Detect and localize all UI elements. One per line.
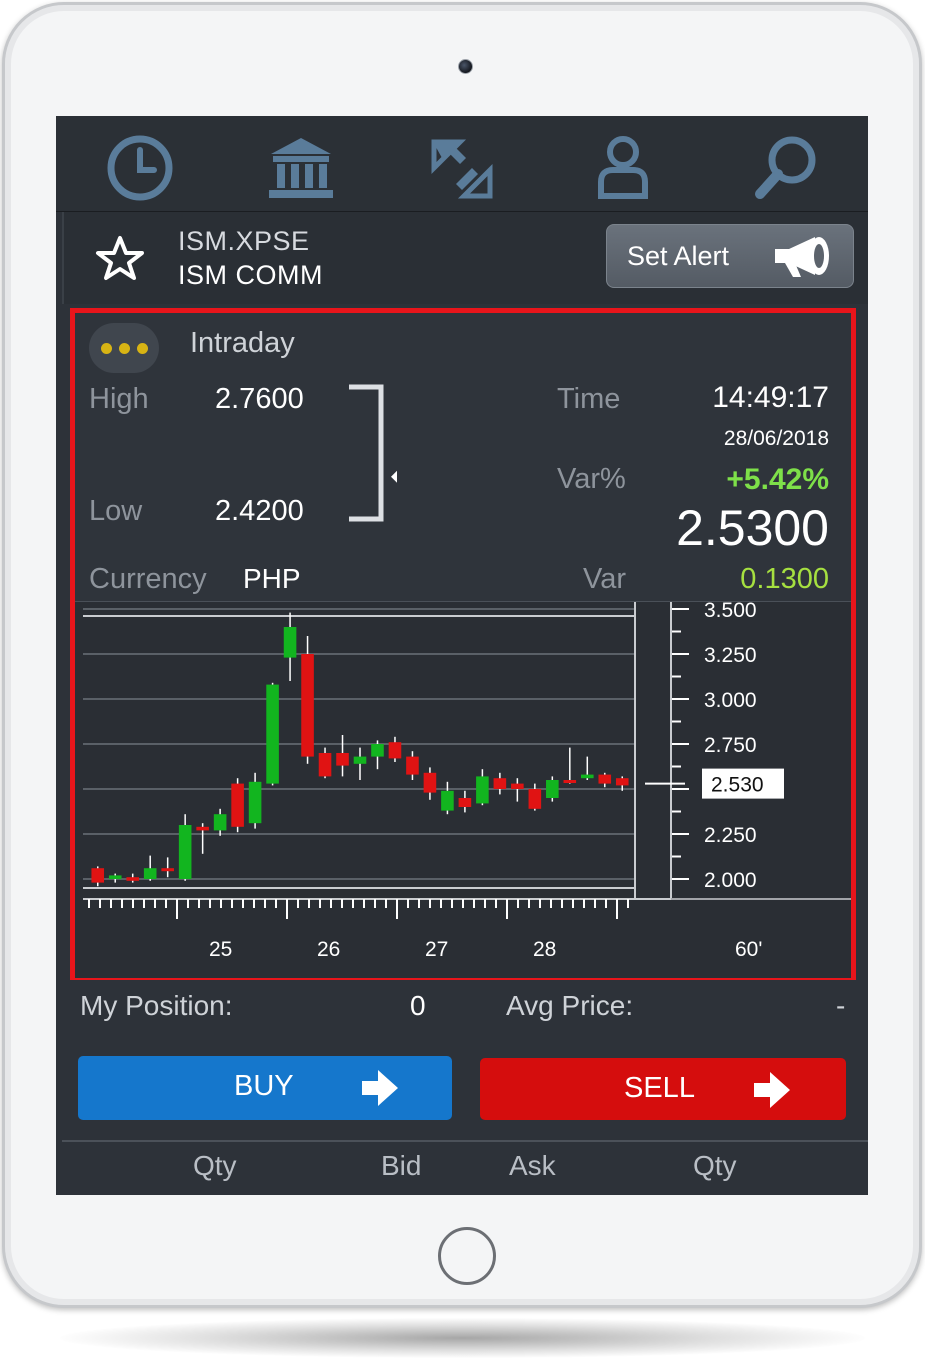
time-value: 14:49:17 xyxy=(712,381,829,414)
y-tick-label: 3.500 xyxy=(704,602,757,622)
candle-down xyxy=(388,742,402,759)
camera-icon xyxy=(458,59,473,74)
candle-up xyxy=(108,875,122,879)
arrow-right-icon xyxy=(754,1072,790,1108)
quote-panel: Intraday High 2.7600 Low 2.4200 Time 14:… xyxy=(70,308,856,980)
dot-icon xyxy=(100,342,112,354)
candle-down xyxy=(615,778,629,786)
y-tick-label: 3.000 xyxy=(704,689,757,712)
avg-price-value: - xyxy=(836,990,846,1021)
x-tick-label: 25 xyxy=(209,938,232,961)
y-tick-label: 2.000 xyxy=(704,869,757,892)
candle-down xyxy=(336,753,349,766)
app-screen: ISM.XPSE ISM COMM Set Alert Intraday Hig… xyxy=(56,116,868,1195)
candle-up xyxy=(476,776,489,804)
y-tick-label: 3.250 xyxy=(704,644,757,667)
candle-down xyxy=(458,798,472,807)
candle-up xyxy=(546,780,559,798)
megaphone-icon xyxy=(775,237,829,277)
candle-down xyxy=(126,877,140,881)
dot-icon xyxy=(136,342,148,354)
search-icon[interactable] xyxy=(746,128,826,208)
candle-down xyxy=(598,774,612,784)
instrument-header: ISM.XPSE ISM COMM Set Alert xyxy=(62,212,868,304)
high-value: 2.7600 xyxy=(215,383,304,415)
last-price-label: 2.530 xyxy=(711,774,764,797)
time-label: Time xyxy=(557,383,621,415)
date-value: 28/06/2018 xyxy=(723,427,829,450)
candle-down xyxy=(563,780,577,783)
home-button[interactable] xyxy=(438,1227,496,1285)
candle-up xyxy=(248,781,262,824)
var-percent-value: +5.42% xyxy=(726,463,829,496)
candle-down xyxy=(91,868,105,883)
candlestick-chart: 3.500 3.250 3.000 2.750 2.250 2.000 2.530 25 26 2… xyxy=(83,602,851,961)
currency-value: PHP xyxy=(243,563,301,594)
y-tick-label: 2.750 xyxy=(704,734,757,757)
device-shadow xyxy=(60,1318,865,1358)
buy-button[interactable]: BUY xyxy=(78,1056,452,1120)
candle-up xyxy=(283,627,297,658)
candle-down xyxy=(511,783,524,789)
candle-up xyxy=(371,744,384,757)
candle-up xyxy=(143,868,157,879)
candle-down xyxy=(318,753,332,777)
ask-header: Ask xyxy=(509,1150,556,1181)
arrow-right-icon xyxy=(362,1070,398,1106)
interval-label: 60' xyxy=(735,938,762,961)
instrument-code: ISM.XPSE xyxy=(178,226,310,256)
last-price-value: 2.5300 xyxy=(676,500,829,556)
candle-up xyxy=(441,790,454,811)
avg-price-label: Avg Price: xyxy=(506,990,634,1021)
candle-up xyxy=(353,756,367,764)
candle-down xyxy=(528,789,542,809)
low-label: Low xyxy=(89,495,143,527)
user-icon[interactable] xyxy=(583,128,663,208)
buy-label: BUY xyxy=(234,1070,294,1102)
var-label: Var xyxy=(583,563,626,595)
candle-down xyxy=(423,772,437,793)
x-tick-label: 27 xyxy=(425,938,448,961)
bid-header: Bid xyxy=(381,1150,422,1181)
low-value: 2.4200 xyxy=(215,495,304,527)
my-position-value: 0 xyxy=(410,990,426,1021)
x-tick-label: 28 xyxy=(533,938,556,961)
var-value: 0.1300 xyxy=(740,563,829,595)
candle-down xyxy=(161,868,174,872)
candle-up xyxy=(178,825,192,879)
high-label: High xyxy=(89,383,149,415)
bank-icon[interactable] xyxy=(261,128,341,208)
favorite-star-icon[interactable] xyxy=(92,234,148,282)
x-tick-label: 26 xyxy=(317,938,340,961)
clock-icon[interactable] xyxy=(100,128,180,208)
y-tick-label: 2.250 xyxy=(704,824,757,847)
more-options-button[interactable] xyxy=(89,323,159,373)
price-chart[interactable]: 3.500 3.250 3.000 2.750 2.250 2.000 2.530 25 26 2… xyxy=(75,601,851,978)
my-position-label: My Position: xyxy=(80,990,233,1021)
set-alert-label: Set Alert xyxy=(627,240,730,271)
candle-down xyxy=(406,756,419,775)
bid-qty-header: Qty xyxy=(193,1150,237,1181)
candle-up xyxy=(266,684,279,784)
instrument-name: ISM COMM xyxy=(178,260,323,290)
last-price-badge xyxy=(702,768,784,799)
high-low-range-gauge xyxy=(349,384,397,522)
swap-icon[interactable] xyxy=(422,128,502,208)
sell-label: SELL xyxy=(624,1072,695,1104)
currency-label: Currency xyxy=(89,563,207,595)
top-navigation xyxy=(56,116,868,212)
candle-up xyxy=(213,814,227,831)
period-label[interactable]: Intraday xyxy=(190,327,295,359)
ask-qty-header: Qty xyxy=(693,1150,737,1181)
sell-button[interactable]: SELL xyxy=(480,1058,846,1120)
var-percent-label: Var% xyxy=(557,463,626,495)
dot-icon xyxy=(118,342,130,354)
candle-down xyxy=(493,778,507,789)
candle-up xyxy=(580,774,594,779)
candle-down xyxy=(231,783,244,827)
candle-down xyxy=(301,654,314,757)
candle-down xyxy=(196,826,209,831)
set-alert-button[interactable]: Set Alert xyxy=(606,224,854,288)
order-book-divider xyxy=(62,1140,868,1142)
